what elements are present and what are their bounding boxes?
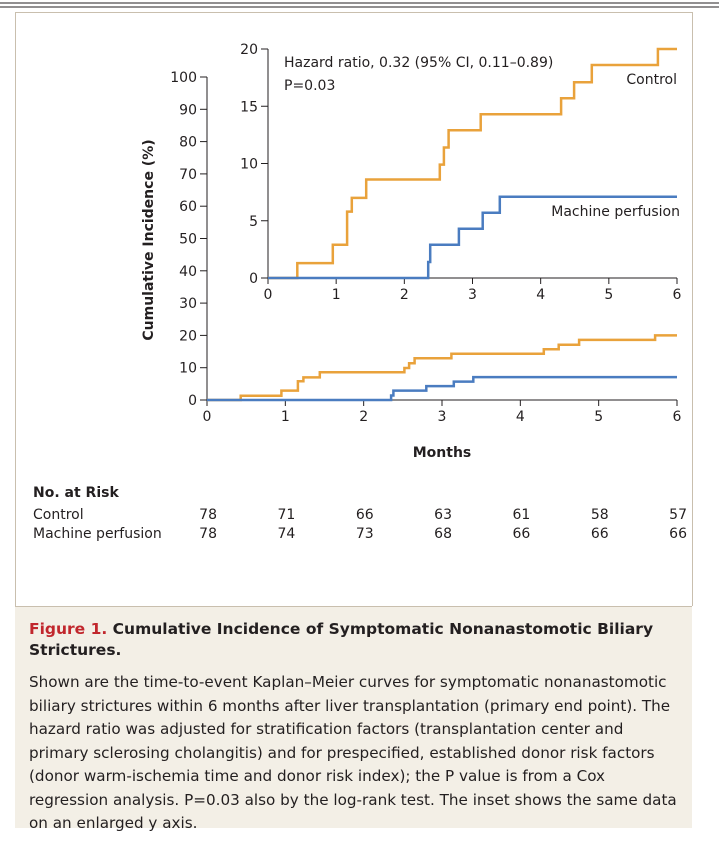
risk-value: 66 [513, 526, 531, 542]
series-label: Control [626, 72, 677, 88]
x-tick-label: 0 [203, 409, 212, 425]
y-tick-label: 0 [249, 271, 258, 287]
risk-row-label: Machine perfusion [33, 526, 162, 542]
x-tick-label: 1 [281, 409, 290, 425]
km-curve [268, 195, 677, 280]
risk-value: 63 [434, 507, 452, 523]
risk-value: 66 [356, 507, 374, 523]
risk-value: 58 [591, 507, 609, 523]
caption-body: Shown are the time-to-event Kaplan–Meier… [29, 673, 677, 832]
x-tick-label: 2 [400, 287, 409, 303]
x-tick-label: 3 [468, 287, 477, 303]
risk-value: 73 [356, 526, 374, 542]
x-tick-label: 4 [516, 409, 525, 425]
km-curve [268, 47, 677, 280]
caption: Figure 1. Cumulative Incidence of Sympto… [15, 606, 692, 832]
risk-value: 71 [278, 507, 296, 523]
y-tick-label: 80 [179, 135, 197, 151]
x-tick-label: 0 [264, 287, 273, 303]
series-label: Machine perfusion [551, 204, 680, 220]
x-tick-label: 5 [604, 287, 613, 303]
km-curve [207, 334, 677, 402]
figure-label: Figure 1. [29, 620, 108, 638]
y-tick-label: 10 [240, 157, 258, 173]
y-tick-label: 40 [179, 264, 197, 280]
y-tick-label: 90 [179, 102, 197, 118]
risk-value: 68 [434, 526, 452, 542]
frame [15, 12, 693, 606]
risk-row-label: Control [33, 507, 84, 523]
y-tick-label: 100 [170, 70, 197, 86]
risk-value: 66 [591, 526, 609, 542]
annotation: Hazard ratio, 0.32 (95% CI, 0.11–0.89) [284, 55, 553, 71]
x-tick-label: 4 [536, 287, 545, 303]
y-axis-label: Cumulative Incidence (%) [141, 139, 157, 340]
x-axis-label: Months [413, 445, 472, 461]
figure-title: Cumulative Incidence of Symptomatic Nona… [29, 620, 654, 659]
risk-value: 78 [199, 507, 217, 523]
x-tick-label: 3 [438, 409, 447, 425]
y-tick-label: 60 [179, 199, 197, 215]
y-tick-label: 50 [179, 232, 197, 248]
y-tick-label: 30 [179, 296, 197, 312]
y-tick-label: 15 [240, 99, 258, 115]
risk-value: 66 [669, 526, 687, 542]
risk-value: 78 [199, 526, 217, 542]
y-tick-label: 70 [179, 167, 197, 183]
x-tick-label: 6 [673, 287, 682, 303]
risk-value: 57 [669, 507, 687, 523]
x-tick-label: 1 [332, 287, 341, 303]
x-tick-label: 5 [594, 409, 603, 425]
y-tick-label: 20 [240, 42, 258, 58]
annotation: P=0.03 [284, 78, 335, 94]
y-tick-label: 10 [179, 361, 197, 377]
km-curve [207, 375, 677, 402]
y-tick-label: 5 [249, 214, 258, 230]
y-tick-label: 0 [188, 393, 197, 409]
risk-value: 74 [278, 526, 296, 542]
x-tick-label: 6 [673, 409, 682, 425]
caption-title: Figure 1. Cumulative Incidence of Sympto… [29, 619, 685, 661]
risk-table-title: No. at Risk [33, 485, 119, 501]
y-tick-label: 20 [179, 328, 197, 344]
x-tick-label: 2 [359, 409, 368, 425]
risk-value: 61 [513, 507, 531, 523]
